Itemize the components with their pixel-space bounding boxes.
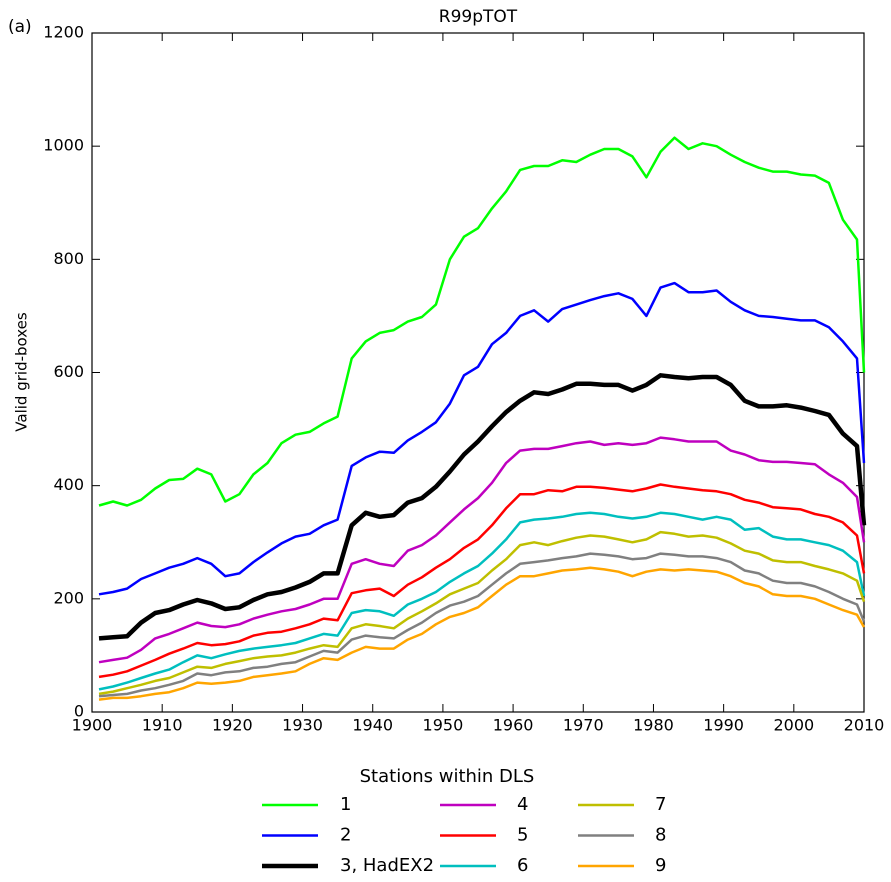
legend-label: 2 [340,825,351,846]
legend-label: 1 [340,794,351,815]
series-line [98,511,866,691]
series-line [98,281,866,596]
series-line [98,436,866,664]
y-tick-label: 1000 [43,136,84,155]
series-line [98,566,866,701]
x-tick-label: 1970 [563,716,604,735]
series-line [98,373,867,641]
x-tick-label: 1900 [72,716,113,735]
series-line [98,552,866,698]
x-tick-label: 1940 [352,716,393,735]
x-tick-label: 1920 [212,716,253,735]
series-line [98,483,866,679]
y-tick-label: 600 [53,362,84,381]
legend-label: 7 [655,794,666,815]
legend-title: Stations within DLS [360,766,535,787]
x-tick-label: 1990 [703,716,744,735]
legend-label: 8 [655,825,666,846]
panel-label: (a) [8,17,32,37]
x-tick-label: 1960 [493,716,534,735]
y-axis-label: Valid grid-boxes [13,312,31,432]
chart-title: R99pTOT [439,7,518,27]
legend-label: 3, HadEX2 [340,855,434,876]
x-tick-label: 1910 [142,716,183,735]
y-tick-label: 0 [74,702,84,721]
y-tick-label: 1200 [43,23,84,42]
legend-label: 6 [517,855,528,876]
series-line [98,136,866,507]
y-tick-label: 800 [53,249,84,268]
x-tick-label: 1980 [633,716,674,735]
legend-label: 4 [517,794,528,815]
series-line [98,530,866,696]
x-tick-label: 2000 [773,716,814,735]
legend-label: 9 [655,855,666,876]
x-tick-label: 2010 [844,716,885,735]
plot-frame [91,32,865,713]
y-tick-label: 400 [53,475,84,494]
y-tick-label: 200 [53,588,84,607]
x-tick-label: 1930 [282,716,323,735]
x-tick-label: 1950 [423,716,464,735]
legend-label: 5 [517,825,528,846]
